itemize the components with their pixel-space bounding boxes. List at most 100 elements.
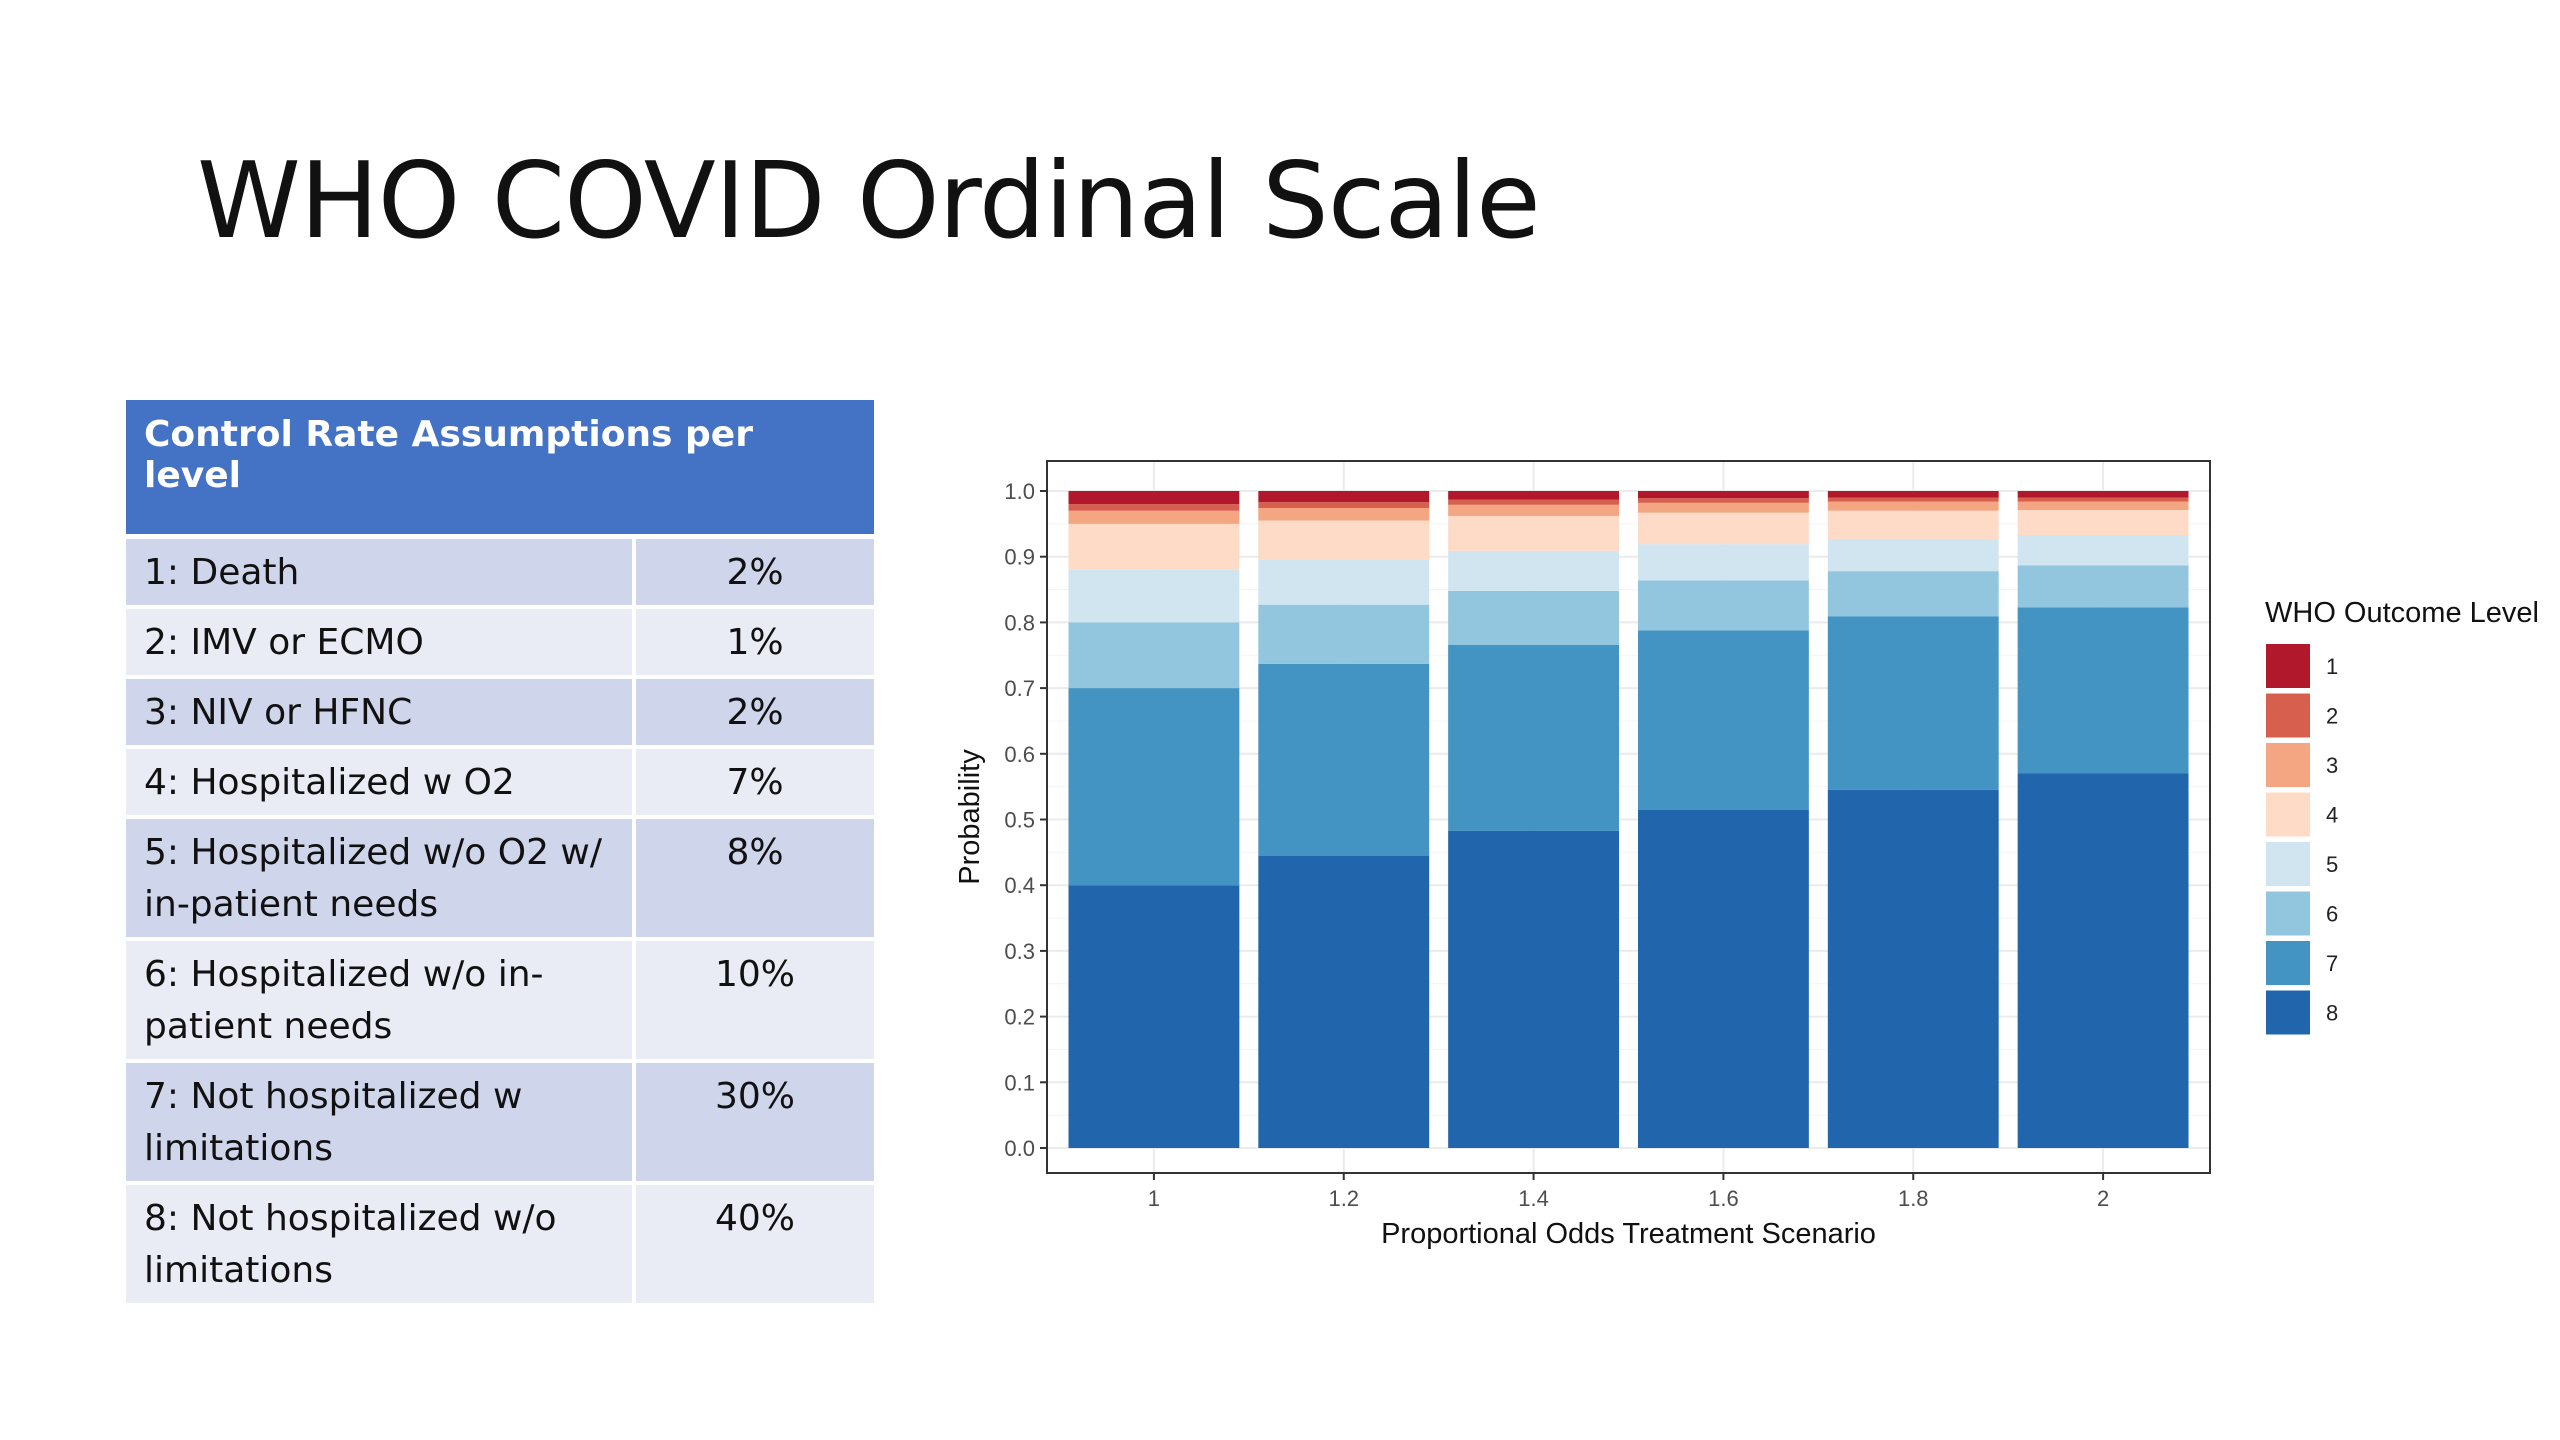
legend: 1 2 3 4 5 6 7 8 [2266,644,2338,1035]
level-cell: 6: Hospitalized w/o in-patient needs [126,938,634,1063]
legend-swatch-level-5 [2266,842,2310,886]
axis-layer: 0.0 0.1 0.2 0.3 0.4 0.5 0.6 0.7 0.8 0.9 1.0 1 1.2 1.4… [1004,479,2109,1211]
bar-segment-level-7 [1068,688,1240,886]
legend-swatch-level-4 [2266,792,2310,837]
legend-label-level-4: 4 [2326,803,2338,828]
x-tick-label: 1 [1148,1186,1160,1211]
bar-layer [1068,491,2189,1148]
bar-segment-level-6 [1258,604,1430,664]
bar-segment-level-4 [1448,515,1620,551]
level-cell: 4: Hospitalized w O2 [126,746,634,819]
x-tick-label: 1.6 [1708,1186,1739,1211]
bar-segment-level-8 [1448,830,1620,1148]
bar-segment-level-1 [1068,491,1240,505]
x-tick-label: 2 [2097,1186,2109,1211]
bar-segment-level-3 [1637,502,1809,513]
legend-swatch-level-3 [2266,743,2310,787]
table-row: 7: Not hospitalized w limitations 30% [126,1060,875,1185]
bar-segment-level-8 [2017,773,2189,1148]
y-tick-label: 0.0 [1004,1136,1035,1161]
bar-segment-level-6 [1637,580,1809,631]
y-tick-label: 0.6 [1004,742,1035,767]
bar-segment-level-6 [2017,565,2189,608]
bar-segment-level-5 [1258,559,1430,605]
bar-segment-level-3 [1258,508,1430,521]
x-axis-title: Proportional Odds Treatment Scenario [1381,1218,1876,1250]
bar-segment-level-4 [1827,510,1999,539]
bar-segment-level-1 [1448,491,1620,500]
level-cell: 5: Hospitalized w/o O2 w/ in-patient nee… [126,816,634,941]
control-rate-table: Control Rate Assumptions per level 1: De… [126,400,875,1307]
bar-segment-level-1 [1637,491,1809,499]
level-cell: 7: Not hospitalized w limitations [126,1060,634,1185]
rate-cell: 30% [631,1060,875,1185]
stacked-bar-chart: 0.0 0.1 0.2 0.3 0.4 0.5 0.6 0.7 0.8 0.9 1.0 1 1.2 1.4… [954,460,2539,1250]
bar-segment-level-7 [2017,607,2189,774]
x-tick-label: 1.2 [1328,1186,1359,1211]
bar-segment-level-1 [2017,491,2189,498]
rate-cell: 8% [631,816,875,941]
bar-segment-level-2 [2017,497,2189,502]
level-cell: 3: NIV or HFNC [126,676,634,749]
legend-swatch-level-6 [2266,891,2310,936]
table-header: Control Rate Assumptions per level [126,400,875,539]
table-row: 4: Hospitalized w O2 7% [126,746,875,819]
rate-cell: 10% [631,938,875,1063]
legend-swatch-level-7 [2266,941,2310,985]
bar-segment-level-4 [1068,523,1240,570]
y-tick-label: 0.5 [1004,808,1035,833]
legend-swatch-level-1 [2266,644,2310,688]
table-row: 2: IMV or ECMO 1% [126,606,875,679]
bar-segment-level-6 [1068,622,1240,689]
bar-segment-level-3 [1068,510,1240,524]
table-row: 3: NIV or HFNC 2% [126,676,875,749]
legend-label-level-3: 3 [2326,753,2338,778]
bar-segment-level-3 [1827,501,1999,511]
bar-segment-level-5 [1637,544,1809,581]
bar-segment-level-8 [1827,789,1999,1148]
bar-segment-level-2 [1827,497,1999,502]
table-row: 5: Hospitalized w/o O2 w/ in-patient nee… [126,816,875,941]
rate-cell: 40% [631,1182,875,1307]
bar-segment-level-3 [1448,504,1620,516]
bar-segment-level-3 [2017,501,2189,511]
y-tick-label: 0.3 [1004,939,1035,964]
table-row: 1: Death 2% [126,536,875,609]
x-tick-label: 1.8 [1898,1186,1929,1211]
bar-segment-level-1 [1258,491,1430,503]
bar-segment-level-7 [1448,644,1620,831]
legend-swatch-level-8 [2266,990,2310,1035]
legend-label-level-8: 8 [2326,1001,2338,1026]
bar-segment-level-2 [1637,498,1809,503]
legend-label-level-7: 7 [2326,951,2338,976]
rate-cell: 1% [631,606,875,679]
y-axis-title: Probability [954,749,986,885]
y-tick-label: 0.8 [1004,610,1035,635]
bar-segment-level-5 [2017,535,2189,566]
bar-segment-level-4 [2017,510,2189,536]
slide-title: WHO COVID Ordinal Scale [197,140,1541,262]
bar-segment-level-7 [1827,616,1999,790]
plot-frame [1046,460,2211,1174]
y-tick-label: 0.4 [1004,873,1035,898]
y-tick-label: 0.1 [1004,1070,1035,1095]
x-tick-label: 1.4 [1518,1186,1549,1211]
legend-label-level-6: 6 [2326,902,2338,927]
bar-segment-level-4 [1637,512,1809,545]
legend-swatch-level-2 [2266,693,2310,738]
bar-segment-level-2 [1068,504,1240,511]
bar-segment-level-1 [1827,491,1999,498]
bar-segment-level-2 [1448,499,1620,505]
rate-cell: 2% [631,676,875,749]
table-row: 8: Not hospitalized w/o limitations 40% [126,1182,875,1307]
bar-segment-level-8 [1637,809,1809,1148]
rate-cell: 2% [631,536,875,609]
bar-segment-level-5 [1068,569,1240,623]
level-cell: 2: IMV or ECMO [126,606,634,679]
bar-segment-level-7 [1258,663,1430,856]
bar-segment-level-8 [1258,855,1430,1148]
legend-title: WHO Outcome Level [2265,597,2539,629]
bar-segment-level-8 [1068,885,1240,1148]
bar-segment-level-4 [1258,520,1430,560]
y-tick-label: 0.2 [1004,1005,1035,1030]
